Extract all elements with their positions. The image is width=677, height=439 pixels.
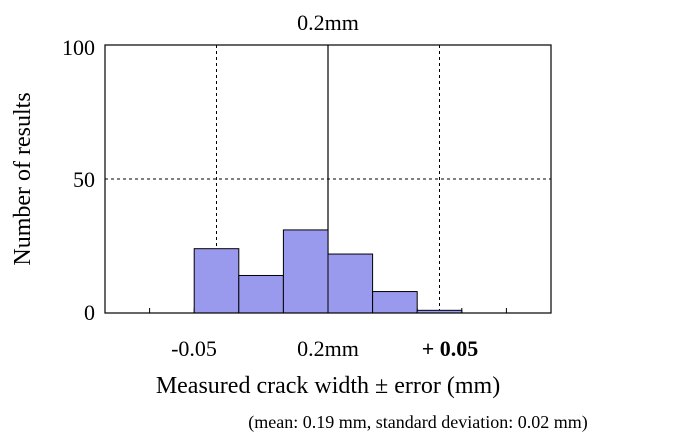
y-tick-label-0: 0 xyxy=(84,300,95,325)
x-tick-label-plus-0-05: + 0.05 xyxy=(422,336,479,361)
x-tick-label-minus-0-05: -0.05 xyxy=(171,336,217,361)
histogram-bar xyxy=(327,253,374,314)
y-tick-label-100: 100 xyxy=(62,35,95,60)
histogram-bar xyxy=(372,291,418,314)
y-tick-label-50: 50 xyxy=(73,167,95,192)
chart-title: 0.2mm xyxy=(297,10,359,35)
histogram-bar xyxy=(238,274,284,314)
y-axis-label: Number of results xyxy=(10,92,36,265)
histogram-bar xyxy=(282,229,329,314)
statistics-note: (mean: 0.19 mm, standard deviation: 0.02… xyxy=(248,412,587,433)
plot-frame xyxy=(104,44,552,314)
x-axis-label: Measured crack width ± error (mm) xyxy=(156,373,500,399)
x-tick-label-center: 0.2mm xyxy=(297,336,359,361)
bars-layer xyxy=(193,229,463,314)
histogram-bar xyxy=(193,248,240,314)
